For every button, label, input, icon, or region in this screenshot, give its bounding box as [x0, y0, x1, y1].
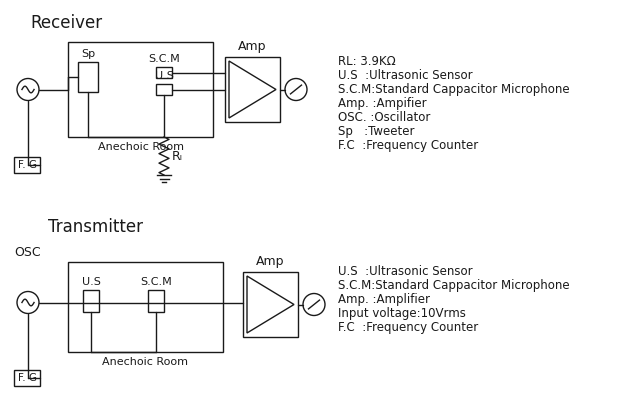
Text: Rₗ: Rₗ — [172, 149, 183, 162]
Text: Amp. :Ampifier: Amp. :Ampifier — [338, 97, 427, 110]
Bar — [156, 84, 172, 95]
Bar — [83, 290, 99, 312]
Text: S.C.M: S.C.M — [140, 277, 172, 287]
Text: S.C.M:Standard Cappacitor Microphone: S.C.M:Standard Cappacitor Microphone — [338, 83, 569, 96]
Bar — [14, 157, 40, 173]
Text: Sp   :Tweeter: Sp :Tweeter — [338, 125, 415, 138]
Text: U.S: U.S — [155, 71, 173, 81]
Bar — [156, 67, 172, 78]
Text: Anechoic Room: Anechoic Room — [97, 142, 183, 152]
Text: Sp: Sp — [81, 49, 95, 59]
Text: F. G: F. G — [18, 373, 37, 383]
Text: Receiver: Receiver — [30, 14, 102, 32]
Text: U.S: U.S — [82, 277, 100, 287]
Text: S.C.M: S.C.M — [148, 54, 180, 64]
Text: OSC. :Oscillator: OSC. :Oscillator — [338, 111, 430, 124]
Text: S.C.M:Standard Cappacitor Microphone: S.C.M:Standard Cappacitor Microphone — [338, 279, 569, 292]
Text: OSC: OSC — [15, 246, 41, 259]
Bar — [225, 57, 280, 122]
Text: Amp. :Amplifier: Amp. :Amplifier — [338, 293, 430, 306]
Bar — [148, 290, 164, 312]
Bar — [78, 62, 98, 92]
Text: Amp: Amp — [238, 40, 267, 53]
Text: F. G: F. G — [18, 160, 37, 170]
Text: Transmitter: Transmitter — [47, 218, 142, 236]
Text: F.C  :Frequency Counter: F.C :Frequency Counter — [338, 139, 478, 152]
Text: U.S  :Ultrasonic Sensor: U.S :Ultrasonic Sensor — [338, 265, 473, 278]
Text: U.S  :Ultrasonic Sensor: U.S :Ultrasonic Sensor — [338, 69, 473, 82]
Text: RL: 3.9KΩ: RL: 3.9KΩ — [338, 55, 396, 68]
Bar — [243, 272, 298, 337]
Text: Anechoic Room: Anechoic Room — [102, 357, 188, 367]
Text: Amp: Amp — [256, 255, 285, 268]
Bar — [68, 42, 213, 137]
Text: Input voltage:10Vrms: Input voltage:10Vrms — [338, 307, 466, 320]
Bar — [14, 370, 40, 386]
Bar — [68, 262, 223, 352]
Text: F.C  :Frequency Counter: F.C :Frequency Counter — [338, 321, 478, 334]
